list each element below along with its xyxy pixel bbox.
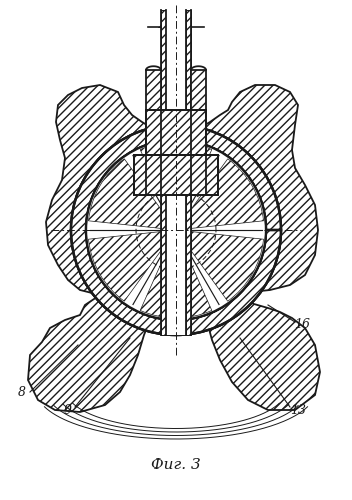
Bar: [186, 10, 191, 335]
Wedge shape: [88, 230, 172, 301]
Circle shape: [86, 140, 266, 320]
Bar: [166, 10, 186, 335]
Bar: [146, 110, 206, 155]
Wedge shape: [140, 142, 212, 224]
Text: А–А: А–А: [159, 15, 193, 32]
Text: Фиг. 3: Фиг. 3: [151, 458, 201, 472]
Wedge shape: [180, 230, 264, 301]
Bar: [191, 70, 206, 110]
Circle shape: [86, 140, 266, 320]
Wedge shape: [88, 159, 172, 230]
Text: 13: 13: [290, 404, 306, 416]
Wedge shape: [140, 236, 212, 318]
Text: 9: 9: [64, 404, 72, 416]
Text: 16: 16: [294, 318, 310, 332]
Polygon shape: [28, 85, 320, 412]
Circle shape: [71, 125, 281, 335]
Polygon shape: [71, 125, 281, 335]
Bar: [134, 155, 218, 195]
Text: 8: 8: [18, 386, 26, 398]
Bar: [146, 70, 161, 110]
Wedge shape: [180, 159, 264, 230]
Bar: [161, 10, 166, 335]
